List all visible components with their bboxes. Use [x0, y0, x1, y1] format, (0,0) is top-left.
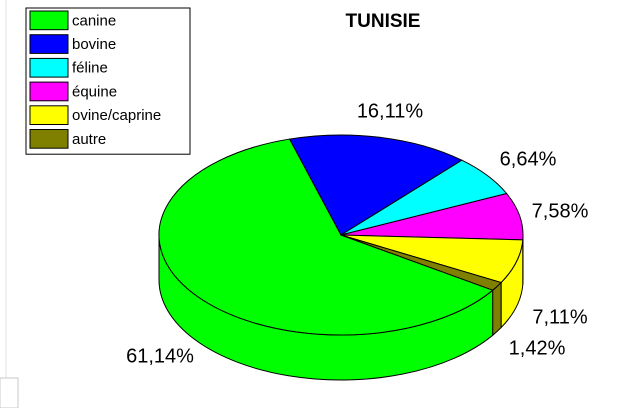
legend-swatch: [29, 81, 69, 102]
legend-swatch: [29, 129, 69, 149]
legend: canine bovine féline équine ovine/caprine aut…: [25, 7, 191, 155]
chart-title: TUNISIE: [346, 11, 421, 32]
value-label: 16,11%: [357, 100, 424, 122]
legend-label: équine: [72, 83, 117, 100]
value-label: 1,42%: [509, 337, 566, 359]
value-label: 7,58%: [532, 200, 589, 222]
value-label: 7,11%: [532, 306, 587, 328]
legend-swatch: [29, 105, 69, 126]
pie-slice: [288, 134, 463, 236]
legend-label: féline: [72, 60, 108, 77]
pie: 61,14% 16,11% 6,64% 7,58% 7,11% 1,42%: [126, 100, 589, 381]
value-label: 61,14%: [126, 345, 194, 367]
legend-swatch: [29, 34, 69, 54]
legend-label: autre: [72, 131, 106, 148]
legend-label: ovine/caprine: [72, 107, 161, 124]
pie-slice: [158, 138, 494, 336]
value-label: 6,64%: [500, 148, 557, 170]
frame-corner: [0, 377, 19, 408]
pie-side: [492, 281, 502, 337]
pie-slice: [340, 234, 503, 291]
legend-swatch: [29, 10, 69, 31]
legend-label: canine: [72, 12, 116, 29]
legend-label: bovine: [72, 36, 116, 53]
legend-swatch: [29, 57, 69, 78]
